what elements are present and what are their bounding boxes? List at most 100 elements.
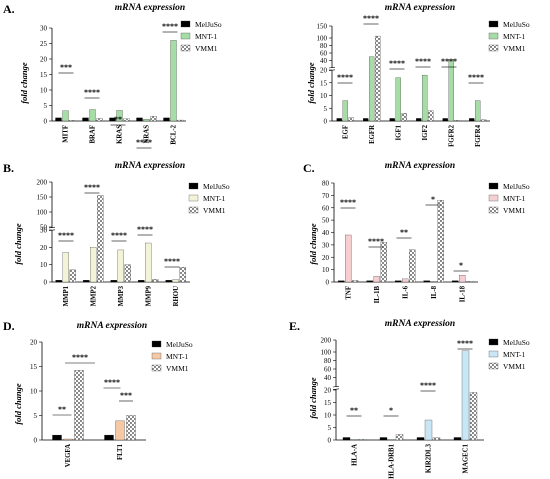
bar [416,118,422,122]
chart-title: mRNA expression [77,321,147,331]
y-tick-label: 15 [40,71,48,79]
legend-label: MelJuSo [503,20,530,29]
legend-label: MNT-1 [503,194,525,203]
legend-label: MNT-1 [503,350,525,359]
x-tick-label: RHOU [173,286,180,306]
bar [448,59,454,122]
significance-label: **** [441,57,457,66]
significance-label: **** [164,257,180,266]
legend-swatch [488,32,499,40]
panel-label: B. [3,161,14,175]
bar [117,249,124,283]
bar [366,280,373,283]
x-tick-label: TNF [345,286,352,300]
legend-label: VMM1 [503,206,526,215]
x-tick-label: EGF [342,125,349,139]
legend-label: VMM1 [166,364,189,373]
bar [55,117,62,122]
x-tick-label: IGF2 [422,124,429,140]
y-axis-label: fold change [308,377,318,419]
bar [89,109,96,122]
bar [138,280,145,283]
legend-swatch [180,20,191,28]
legend-swatch [488,338,499,346]
bar [352,280,359,283]
legend-swatch [180,32,191,40]
bar [69,120,76,122]
bar [82,117,89,122]
y-tick-label: 50 [40,224,48,232]
y-tick-label: 0 [326,279,330,287]
bar [475,100,481,122]
bar [172,279,179,283]
bar [380,242,387,283]
bar [442,118,448,122]
y-tick-label: 15 [320,79,328,87]
significance-label: **** [137,225,153,234]
y-tick-label: 0 [34,437,38,445]
legend-swatch [151,364,162,372]
chart-title: mRNA expression [385,161,455,171]
bar [422,74,428,122]
y-tick-label: 60 [322,204,330,212]
significance-label: ** [114,115,122,124]
bar [395,434,404,441]
x-tick-label: MMP1 [63,285,70,306]
legend-swatch [488,350,499,358]
y-tick-label: 5 [44,102,48,110]
significance-label: **** [84,183,100,192]
x-tick-label: NRAS [144,125,151,144]
significance-label: **** [363,14,379,23]
bar [55,280,62,283]
y-tick-label: 0 [328,437,332,445]
bar [62,110,69,122]
bar [104,434,114,441]
panel-label: C. [303,161,315,175]
bar [481,119,487,122]
bar [342,437,351,441]
y-axis-label: fold change [13,383,23,425]
significance-label: **** [111,231,127,240]
y-tick-label: 5 [34,412,38,420]
bar [152,279,159,283]
legend-swatch [488,194,499,202]
bar [424,419,433,441]
y-tick-label: 60 [324,366,332,374]
bar [143,118,150,122]
bar [109,117,116,122]
bar [345,234,352,283]
y-tick-label: 15 [324,399,332,407]
significance-label: **** [162,22,178,31]
x-tick-label: FGFR4 [475,124,482,146]
bar [145,242,152,283]
panel-label: A. [3,2,15,16]
significance-label: **** [104,378,120,387]
significance-label: **** [58,231,74,240]
x-tick-label: IGF1 [395,124,402,140]
bar [150,116,157,122]
y-tick-label: 100 [37,209,48,217]
panel-label: D. [3,319,15,333]
axis-break-mark [48,226,56,229]
y-tick-label: 40 [320,57,328,65]
axis-break-gap [49,228,55,231]
legend-swatch [488,20,499,28]
chart-panel: A. mRNA expression fold change 0 5 10 15 20 25 30… [3,2,222,149]
axis-break-mark [332,385,340,388]
significance-label: **** [420,381,436,390]
x-tick-label: HLA-A [352,444,359,466]
legend-swatch [488,182,499,190]
significance-label: **** [457,339,473,348]
bar [69,269,76,283]
x-tick-label: KIR2DL3 [426,443,433,473]
bar [395,77,401,122]
bar [416,437,425,441]
panel-label: E. [289,319,300,333]
bar [375,35,381,122]
bar [409,249,416,283]
y-tick-label: 5 [328,424,332,432]
bar [110,280,117,283]
legend-label: MelJuSo [166,340,193,349]
legend-label: MNT-1 [195,32,217,41]
bar [177,119,184,122]
